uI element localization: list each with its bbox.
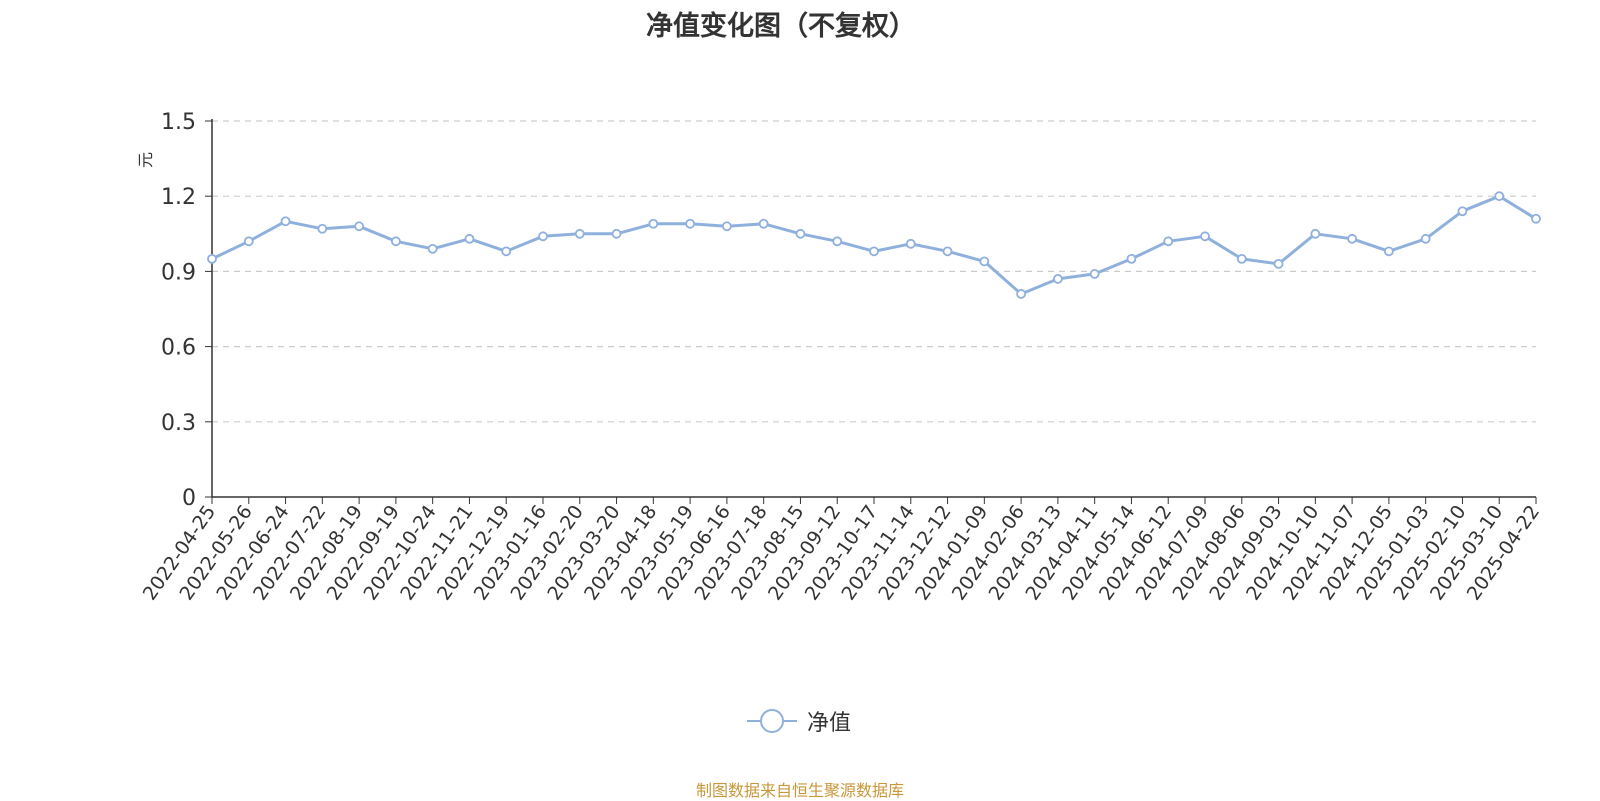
- legend[interactable]: 净值: [747, 705, 851, 737]
- data-point: [317, 223, 328, 234]
- series-lines: [211, 194, 1537, 296]
- data-point: [1347, 233, 1358, 244]
- legend-line-circle-icon: [747, 709, 797, 733]
- data-point: [1163, 236, 1174, 247]
- chart-title: 净值变化图（不复权）: [646, 11, 916, 42]
- source-note: 制图数据来自恒生聚源数据库: [695, 781, 904, 800]
- axes: [205, 119, 1537, 504]
- data-point: [1420, 233, 1431, 244]
- data-point: [758, 218, 769, 229]
- data-point: [280, 216, 291, 227]
- y-tick-label: 0: [182, 486, 196, 511]
- data-point: [1126, 253, 1137, 264]
- data-point: [721, 221, 732, 232]
- data-point: [942, 246, 953, 257]
- data-point: [574, 228, 585, 239]
- data-point: [1273, 258, 1284, 269]
- data-point: [1236, 253, 1247, 264]
- data-point: [390, 236, 401, 247]
- data-point: [354, 221, 365, 232]
- y-tick-label: 0.6: [161, 336, 196, 361]
- y-tick-label: 0.9: [161, 260, 196, 285]
- data-points: [207, 191, 1541, 299]
- x-tick-labels: 2022-04-252022-05-262022-06-242022-07-22…: [139, 501, 1544, 604]
- data-point: [905, 238, 916, 249]
- data-point: [243, 236, 254, 247]
- data-point: [464, 233, 475, 244]
- data-point: [979, 256, 990, 267]
- legend-label: 净值: [807, 711, 852, 736]
- data-point: [1200, 231, 1210, 242]
- y-tick-label: 0.3: [161, 411, 196, 436]
- data-point: [1052, 274, 1063, 284]
- data-point: [869, 246, 879, 257]
- data-point: [685, 218, 696, 229]
- y-tick-label: 1.2: [161, 185, 196, 210]
- data-point: [501, 246, 512, 257]
- y-tick-labels: 0 0.3 0.6 0.9 1.2 1.5: [161, 110, 196, 511]
- data-point: [1494, 191, 1505, 202]
- data-point: [1531, 213, 1541, 224]
- data-point: [1457, 206, 1468, 217]
- data-point: [795, 228, 806, 239]
- y-tick-label: 1.5: [161, 110, 196, 135]
- grid-lines: [212, 120, 1536, 423]
- data-point: [207, 253, 217, 264]
- data-point: [538, 231, 548, 242]
- data-point: [1016, 289, 1027, 299]
- data-point: [1310, 228, 1321, 239]
- data-point: [1089, 269, 1100, 279]
- y-axis-label: 元: [136, 152, 155, 168]
- data-point: [427, 243, 438, 254]
- data-point: [611, 228, 622, 239]
- data-point: [832, 236, 843, 247]
- data-point: [1383, 246, 1394, 257]
- series-line: [211, 194, 1537, 296]
- data-point: [648, 218, 659, 229]
